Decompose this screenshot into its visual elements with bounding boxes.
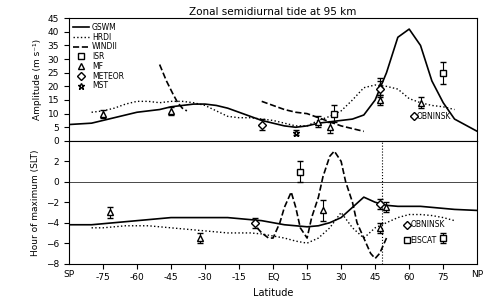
Y-axis label: Amplitude (m s⁻¹): Amplitude (m s⁻¹) bbox=[33, 39, 42, 120]
Y-axis label: Hour of maximum (SLT): Hour of maximum (SLT) bbox=[31, 149, 40, 255]
Text: EISCAT: EISCAT bbox=[410, 236, 436, 245]
Legend: GSWM, HRDI, WINDII, ISR, MF, METEOR, MST: GSWM, HRDI, WINDII, ISR, MF, METEOR, MST bbox=[73, 22, 124, 91]
Title: Zonal semidiurnal tide at 95 km: Zonal semidiurnal tide at 95 km bbox=[189, 7, 357, 17]
X-axis label: Latitude: Latitude bbox=[253, 288, 293, 298]
Text: SP: SP bbox=[63, 270, 74, 279]
Text: NP: NP bbox=[471, 270, 483, 279]
Text: OBNINSK: OBNINSK bbox=[410, 220, 445, 229]
Text: OBNINSK: OBNINSK bbox=[417, 112, 452, 121]
